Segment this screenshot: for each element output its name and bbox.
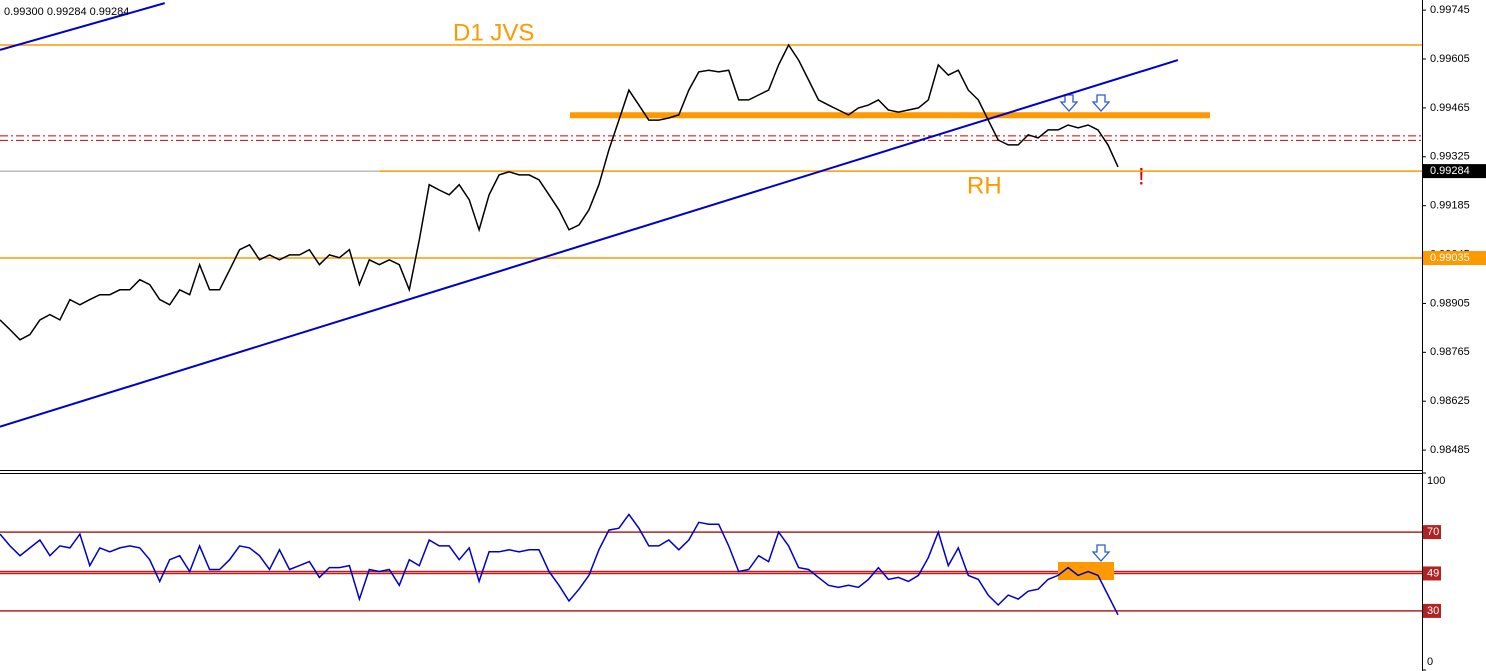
level-tag <box>1423 566 1441 581</box>
y-tick-label: 100 <box>1427 475 1445 487</box>
price-tag-label: 0.99284 <box>1430 165 1470 177</box>
y-tick-label: 0.99465 <box>1430 102 1470 114</box>
y-tick-label: 49 <box>1427 567 1439 579</box>
price-tag <box>1423 164 1486 179</box>
series-line <box>0 513 1119 616</box>
arrows <box>1059 94 1111 562</box>
y-tick-label: 0.98765 <box>1430 346 1470 358</box>
y-tick-label: 0.98625 <box>1430 395 1470 407</box>
down-arrow <box>1059 94 1079 112</box>
series-line <box>0 43 1119 341</box>
trend-line <box>0 59 1179 428</box>
trend-line <box>0 2 165 51</box>
level-tag <box>1423 525 1441 540</box>
highlight-box <box>1058 562 1114 580</box>
y-tick-label: 0.99745 <box>1430 4 1470 16</box>
y-tick-label: 0 <box>1427 656 1433 668</box>
y-tick-label: 70 <box>1427 526 1439 538</box>
price-tag <box>1423 251 1486 266</box>
level-tag <box>1423 603 1441 618</box>
y-tick-label: 0.99605 <box>1430 53 1470 65</box>
down-arrow <box>1091 94 1111 112</box>
y-tick-label: 0.99185 <box>1430 200 1470 212</box>
price-tag-label: 0.99035 <box>1430 252 1470 264</box>
alert-mark: ! <box>1138 163 1145 190</box>
level-label: D1 JVS <box>453 19 534 46</box>
down-arrow <box>1091 544 1111 562</box>
y-tick-label: 0.98485 <box>1430 444 1470 456</box>
y-tick-label: 0.99325 <box>1430 151 1470 163</box>
symbol-header: 0.99300 0.99284 0.99284 <box>4 6 129 18</box>
level-label: RH <box>967 172 1002 199</box>
y-tick-label: 30 <box>1427 605 1439 617</box>
y-tick-label: 0.98905 <box>1430 297 1470 309</box>
